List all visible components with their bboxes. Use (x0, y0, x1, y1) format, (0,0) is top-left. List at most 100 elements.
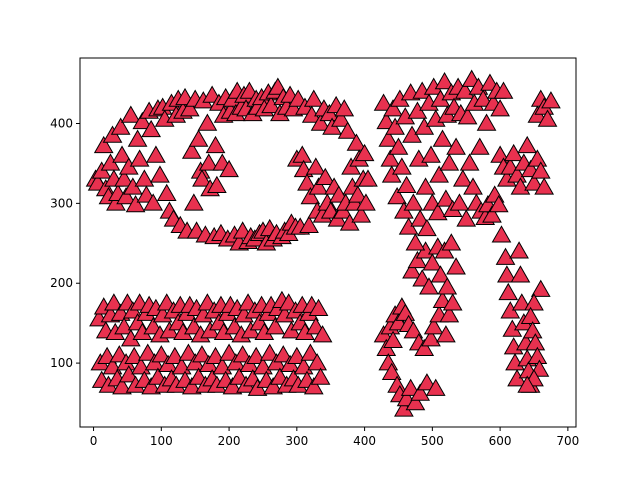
scatter-point (436, 189, 456, 207)
scatter-point (510, 265, 531, 283)
scatter-point (524, 173, 544, 191)
scatter-point (421, 145, 441, 163)
scatter-point (520, 306, 541, 325)
scatter-point (222, 377, 243, 395)
scatter-point (439, 153, 460, 171)
scatter-point (417, 218, 437, 237)
scatter-point (405, 393, 426, 411)
scatter-point (469, 137, 490, 155)
scatter-point (396, 175, 417, 194)
scatter-point (511, 293, 532, 311)
scatter-point (205, 135, 226, 154)
scatter-point (463, 177, 483, 195)
scatter-point (419, 277, 439, 295)
scatter-point (493, 81, 514, 99)
scatter-point (273, 345, 294, 363)
scatter-point (358, 169, 378, 187)
scatter-point (395, 303, 416, 321)
scatter-point (432, 129, 453, 147)
scatter-point (129, 149, 150, 167)
scatter-point (446, 257, 466, 275)
scatter-point (310, 113, 331, 131)
scatter-point (183, 193, 204, 211)
scatter-point (385, 117, 405, 135)
scatter-point (402, 261, 422, 279)
scatter-point (356, 193, 376, 211)
scatter-point (303, 89, 324, 107)
scatter-point (110, 117, 131, 135)
scatter-point (446, 137, 466, 155)
y-tick-label: 200 (50, 276, 73, 290)
scatter-point (434, 71, 455, 90)
scatter-point (141, 377, 162, 395)
scatter-point (305, 157, 326, 175)
scatter-point (417, 373, 437, 391)
x-tick-label: 500 (421, 434, 444, 448)
scatter-point (207, 175, 227, 194)
scatter-point (308, 177, 329, 195)
scatter-point (132, 111, 153, 130)
y-tick-label: 400 (50, 116, 73, 130)
scatter-point (188, 129, 209, 147)
scatter-point (181, 377, 202, 395)
x-tick-label: 700 (556, 434, 579, 448)
scatter-point (422, 253, 443, 271)
x-tick-label: 100 (150, 434, 173, 448)
scatter-point (425, 378, 446, 396)
scatter-point (541, 91, 561, 109)
y-tick-label: 100 (50, 356, 73, 370)
scatter-point (141, 119, 162, 138)
scatter-point (423, 317, 444, 335)
scatter-point (265, 317, 286, 335)
scatter-point (259, 343, 280, 361)
scatter-point (134, 169, 155, 187)
scatter-point (383, 330, 403, 348)
scatter-point (310, 367, 331, 385)
scatter-point (497, 265, 517, 283)
scatter-point (120, 105, 141, 123)
y-axis: 100 200 300 400 (50, 116, 80, 370)
scatter-point (337, 121, 358, 139)
y-tick-label: 300 (50, 196, 73, 210)
scatter-point (491, 225, 512, 243)
scatter-point (437, 277, 458, 295)
scatter-point (507, 165, 527, 183)
scatter-point (376, 111, 397, 130)
scatter-point (143, 193, 164, 211)
scatter-point (197, 113, 218, 131)
scatter-point (381, 362, 402, 380)
scatter-point (198, 153, 219, 171)
scatter-point (351, 205, 372, 223)
scatter-point (490, 145, 510, 163)
points-layer (85, 69, 561, 417)
scatter-point (457, 107, 478, 125)
scatter-point (388, 137, 409, 155)
scatter-point (442, 293, 463, 311)
scatter-point (93, 135, 114, 154)
scatter-point (410, 383, 431, 401)
scatter-point (125, 194, 146, 213)
scatter-point (127, 129, 148, 147)
scatter-point (112, 377, 132, 395)
scatter-point (439, 305, 460, 323)
x-tick-label: 0 (90, 434, 98, 448)
scatter-point (315, 167, 336, 186)
scatter-point (476, 113, 497, 131)
x-tick-label: 300 (285, 434, 308, 448)
scatter-point (405, 233, 426, 251)
scatter-point (495, 247, 516, 265)
scatter-point (303, 377, 324, 395)
scatter-point (178, 343, 199, 361)
scatter-point (137, 343, 158, 361)
scatter-point (530, 161, 551, 179)
scatter-point (441, 233, 462, 251)
scatter-point (181, 141, 202, 159)
scatter-point (104, 293, 124, 311)
plot-frame (79, 57, 577, 428)
scatter-point (498, 282, 519, 301)
scatter-point (232, 345, 253, 363)
scatter-point (373, 93, 394, 111)
scatter-point (403, 193, 424, 211)
